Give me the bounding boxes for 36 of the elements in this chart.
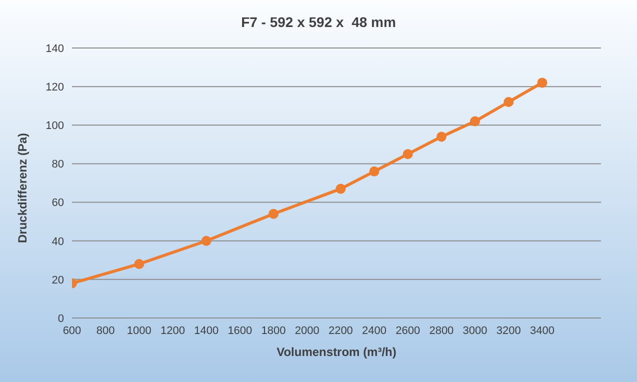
x-tick-label: 3200 [496,324,521,337]
x-tick-label: 3400 [530,324,554,337]
y-tick-label: 80 [52,158,64,171]
point [134,259,144,269]
x-tick-label: 1200 [160,324,186,337]
x-tick-label: 600 [62,324,82,337]
y-tick-label: 60 [52,197,64,210]
point [402,149,413,160]
y-tick-label: 120 [46,81,64,94]
x-tick-label: 800 [96,324,115,337]
x-tick-label: 2200 [328,324,353,337]
point [268,208,279,219]
point [470,116,480,126]
x-tick-label: 1800 [261,324,286,337]
x-tick-label: 2800 [429,324,454,337]
point [504,97,514,107]
x-tick-label: 3000 [462,324,488,337]
x-tick-label: 2600 [396,324,420,337]
y-tick-label: 20 [52,274,64,286]
y-tick-label: 40 [52,236,64,248]
y-axis-title: Druckdifferenz (Pa) [15,132,30,243]
x-tick-label: 2000 [294,324,320,337]
x-tick-label: 2400 [362,324,387,337]
point [201,236,212,246]
chart-title: F7 - 592 x 592 x 48 mm [240,14,397,30]
y-tick-label: 140 [46,42,64,55]
point [436,132,446,142]
x-axis-title: Volumenstrom (m³/h) [276,345,396,359]
point [369,166,380,176]
x-tick-label: 1000 [126,324,152,337]
y-tick-label: 0 [58,312,64,325]
x-tick-label: 1600 [228,324,252,337]
x-tick-label: 1400 [194,324,219,337]
point [336,184,346,194]
y-tick-label: 100 [46,120,64,132]
point [537,78,548,88]
